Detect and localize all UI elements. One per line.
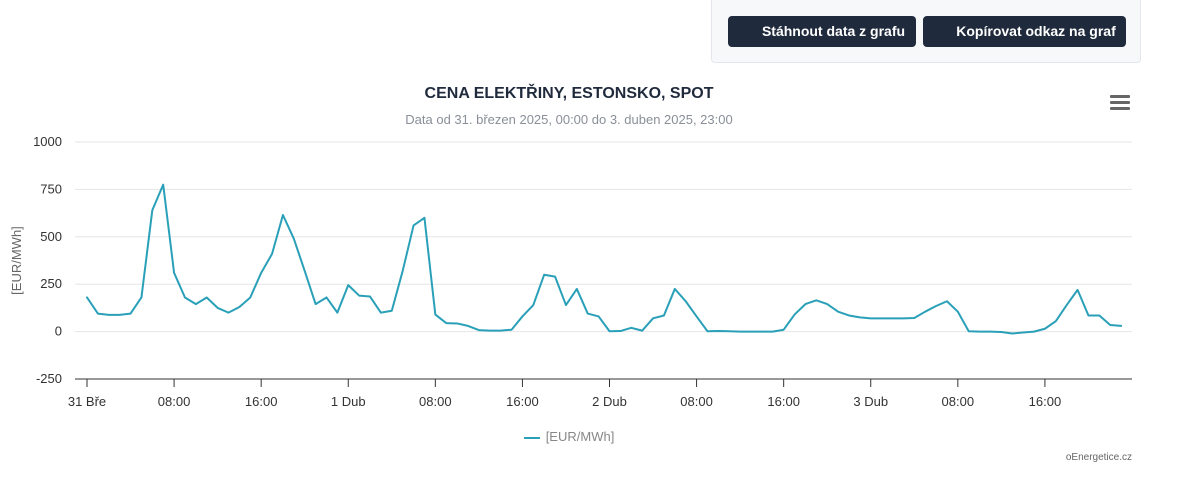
series-line xyxy=(86,183,1123,335)
y-tick-label: 750 xyxy=(40,181,62,196)
x-tick-label: 08:00 xyxy=(680,394,713,409)
x-tick-label: 2 Dub xyxy=(592,394,627,409)
y-tick-label: 250 xyxy=(40,276,62,291)
download-data-button[interactable]: Stáhnout data z grafu xyxy=(728,16,916,47)
y-tick-label: -250 xyxy=(36,371,62,386)
chart-legend[interactable]: [EUR/MWh] xyxy=(0,429,1138,444)
y-axis-label: [EUR/MWh] xyxy=(9,226,24,295)
hamburger-menu-icon[interactable] xyxy=(1110,95,1130,111)
x-tick-label: 16:00 xyxy=(1029,394,1062,409)
chart-actions-panel: Stáhnout data z grafu Kopírovat odkaz na… xyxy=(711,0,1141,63)
x-tick-label: 08:00 xyxy=(942,394,975,409)
x-tick-label: 08:00 xyxy=(158,394,191,409)
y-tick-label: 500 xyxy=(40,229,62,244)
x-tick-label: 16:00 xyxy=(245,394,278,409)
x-tick-label: 16:00 xyxy=(767,394,800,409)
legend-label: [EUR/MWh] xyxy=(545,429,615,444)
x-tick-label: 3 Dub xyxy=(853,394,888,409)
x-tick-label: 08:00 xyxy=(419,394,452,409)
y-tick-label: 0 xyxy=(55,324,62,339)
y-tick-label: 1000 xyxy=(33,134,62,149)
x-tick-label: 1 Dub xyxy=(331,394,366,409)
chart-title: CENA ELEKTŘINY, ESTONSKO, SPOT xyxy=(424,85,714,102)
x-tick-label: 16:00 xyxy=(506,394,539,409)
chart-subtitle: Data od 31. březen 2025, 00:00 do 3. dub… xyxy=(405,112,733,127)
legend-line-icon xyxy=(523,436,540,439)
credit-label: oEnergetice.cz xyxy=(1065,452,1132,463)
x-tick-label: 31 Bře xyxy=(68,394,106,409)
copy-link-button[interactable]: Kopírovat odkaz na graf xyxy=(923,16,1126,47)
